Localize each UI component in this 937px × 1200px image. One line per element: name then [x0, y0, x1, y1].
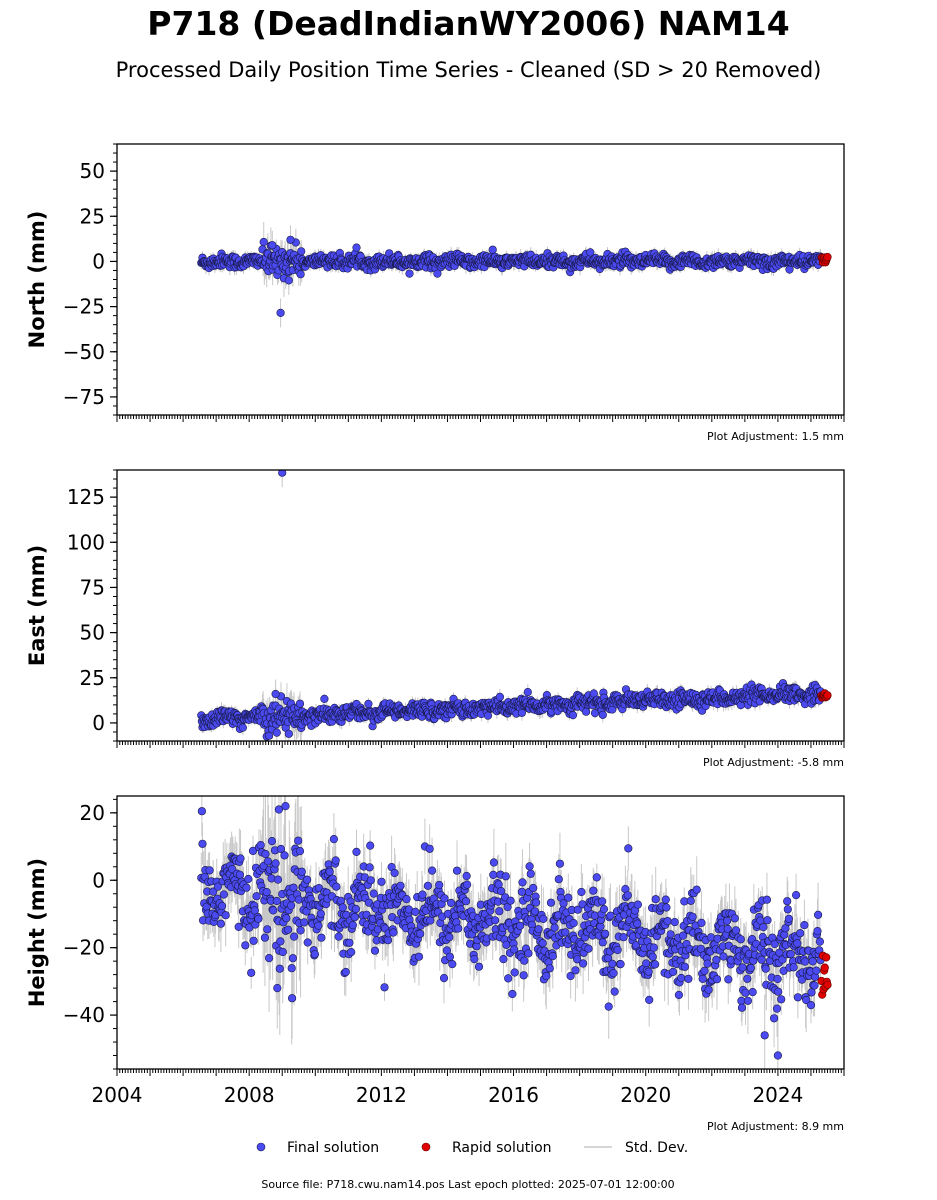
plot-adjustment-north: Plot Adjustment: 1.5 mm [707, 430, 844, 443]
final-point [295, 699, 305, 708]
final-point [352, 243, 361, 252]
final-point [286, 235, 295, 244]
final-point [433, 269, 442, 278]
final-point [259, 237, 268, 247]
y-tick-label: −50 [63, 340, 105, 364]
chart-subtitle: Processed Daily Position Time Series - C… [115, 58, 822, 82]
panel-north: 50 25 0 −25 −50 −75 North (mm) Plot Adjustment:… [25, 143, 845, 443]
final-point [284, 276, 293, 285]
final-solution-points-north [197, 235, 825, 318]
final-point [517, 708, 527, 717]
axes-frame-north [116, 143, 845, 416]
final-point [320, 694, 329, 704]
final-point [523, 687, 532, 697]
final-point [238, 723, 247, 732]
final-point [268, 241, 277, 250]
rapid-point [823, 252, 832, 262]
final-point [488, 245, 497, 254]
panel-east: 125 100 75 50 25 0 East (mm) Plot Adjustment: -… [25, 469, 845, 769]
final-point [284, 729, 293, 738]
final-point [785, 265, 794, 274]
final-point [297, 247, 306, 256]
y-tick-label: −75 [63, 385, 105, 409]
y-tick-label: 50 [80, 621, 105, 645]
y-tick-label: −25 [63, 295, 105, 319]
chart-title: P718 (DeadIndianWY2006) NAM14 [147, 4, 790, 43]
y-axis-label-north: North (mm) [25, 211, 49, 349]
rapid-point [823, 691, 832, 700]
final-point [278, 470, 287, 477]
y-tick-label: 100 [67, 530, 105, 554]
final-point [483, 711, 493, 720]
final-point [598, 710, 607, 720]
final-point [271, 689, 280, 699]
y-tick-label: 50 [80, 159, 105, 183]
final-point [364, 699, 373, 709]
std-dev-bars-north [200, 221, 821, 328]
y-tick-label: 25 [80, 666, 105, 690]
y-tick-label: 75 [80, 575, 105, 599]
final-point [296, 270, 305, 279]
y-tick-label: 125 [67, 485, 105, 509]
y-tick-label: 0 [92, 249, 105, 273]
rapid-solution-points-east [817, 689, 832, 702]
final-point [263, 740, 267, 741]
y-tick-label: 0 [92, 711, 105, 735]
final-point [405, 269, 414, 278]
final-point [586, 248, 595, 257]
final-solution-points-east [197, 470, 825, 741]
final-point [276, 308, 285, 318]
final-point [495, 692, 505, 702]
y-axis-label-east: East (mm) [25, 545, 49, 666]
y-tick-label: 25 [80, 204, 105, 228]
plot-adjustment-east: Plot Adjustment: -5.8 mm [703, 756, 844, 769]
plot-area-north [197, 221, 832, 328]
plot-area-east [197, 470, 832, 741]
plot-area-height [197, 796, 832, 1069]
rapid-solution-points-north [817, 252, 832, 267]
final-point [272, 728, 281, 737]
final-point [568, 710, 578, 720]
